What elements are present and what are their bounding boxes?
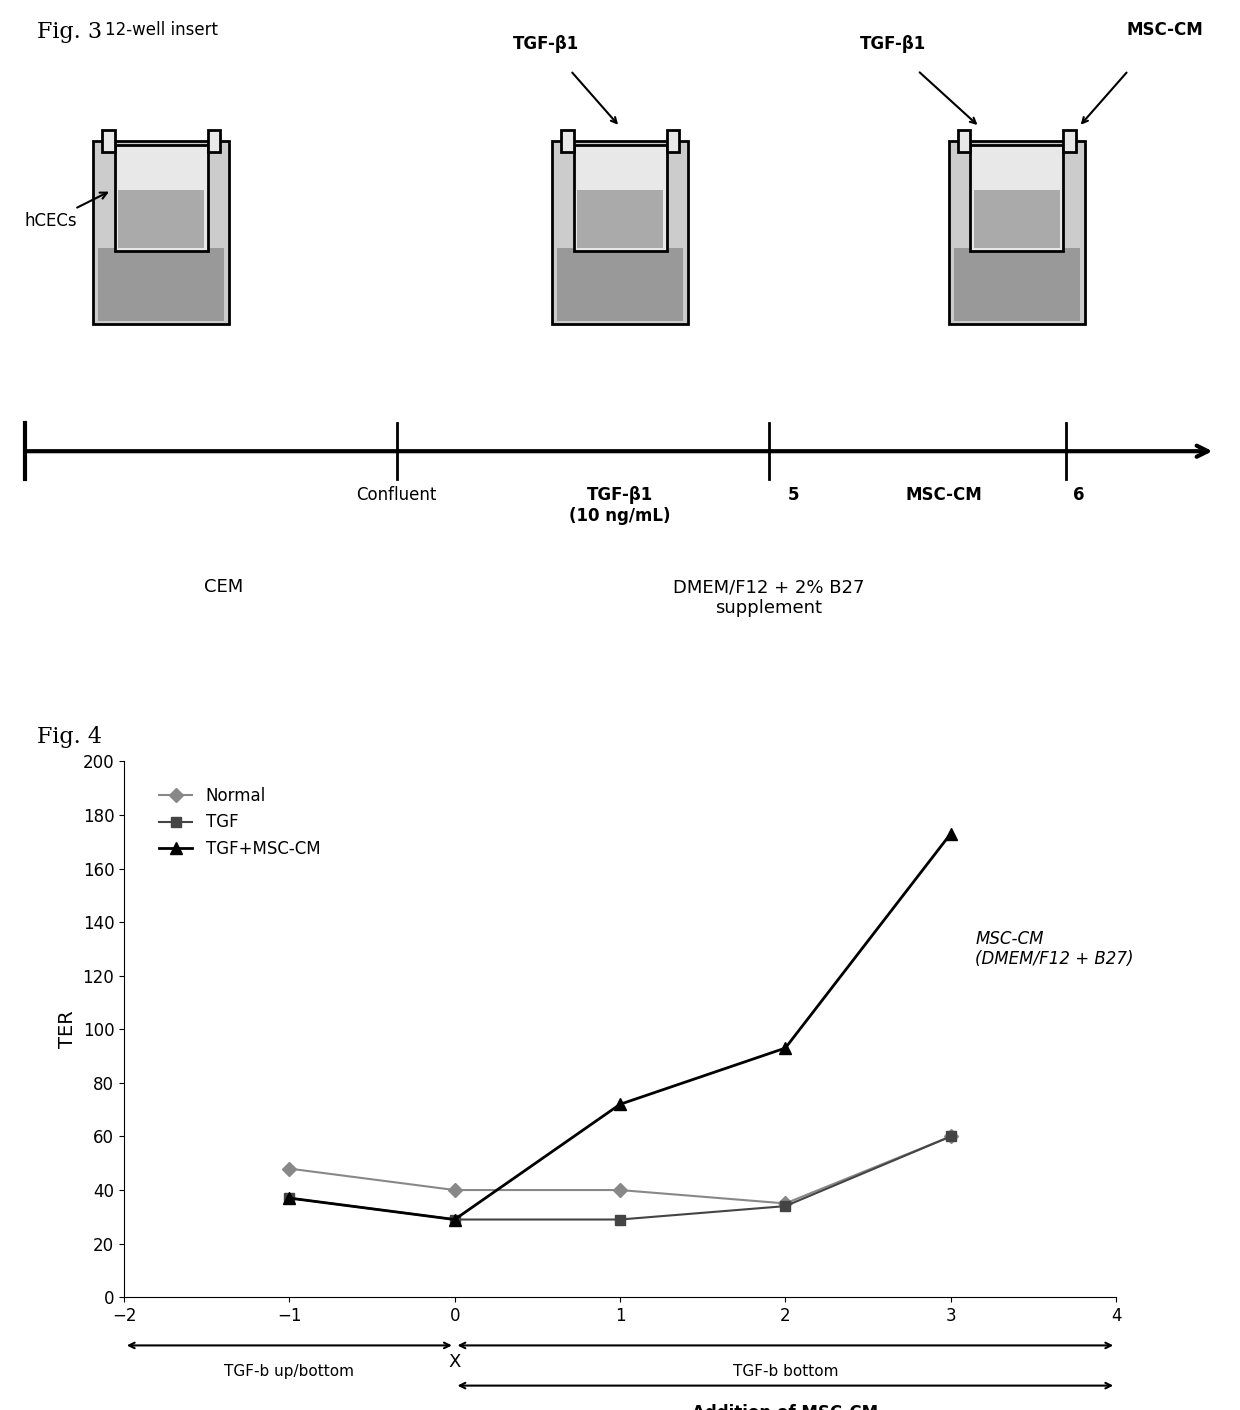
TGF+MSC-CM bbox=[281, 1190, 296, 1207]
Bar bbox=[114, 145, 207, 251]
Text: Addition of MSC-CM: Addition of MSC-CM bbox=[692, 1404, 878, 1410]
Text: 6: 6 bbox=[1073, 486, 1085, 505]
TGF+MSC-CM bbox=[777, 1039, 792, 1056]
Bar bbox=[98, 248, 224, 321]
TGF+MSC-CM bbox=[613, 1096, 627, 1112]
Line: TGF: TGF bbox=[284, 1132, 956, 1224]
Line: TGF+MSC-CM: TGF+MSC-CM bbox=[283, 828, 957, 1225]
TGF bbox=[613, 1211, 627, 1228]
Text: TGF-β1: TGF-β1 bbox=[859, 35, 926, 54]
Bar bbox=[102, 130, 114, 151]
Text: hCECs: hCECs bbox=[25, 193, 107, 230]
Normal bbox=[281, 1160, 296, 1177]
Bar bbox=[552, 141, 688, 324]
Legend: Normal, TGF, TGF+MSC-CM: Normal, TGF, TGF+MSC-CM bbox=[153, 781, 327, 864]
Bar bbox=[93, 141, 229, 324]
Normal bbox=[613, 1182, 627, 1198]
TGF bbox=[944, 1128, 959, 1145]
Text: TGF-β1
(10 ng/mL): TGF-β1 (10 ng/mL) bbox=[569, 486, 671, 526]
Bar bbox=[1063, 130, 1076, 151]
Text: TGF-β1: TGF-β1 bbox=[512, 35, 579, 54]
Text: MSC-CM: MSC-CM bbox=[1126, 21, 1203, 39]
Bar bbox=[560, 130, 573, 151]
Text: TGF-b bottom: TGF-b bottom bbox=[733, 1365, 838, 1379]
Bar bbox=[954, 248, 1080, 321]
Text: TGF-b up/bottom: TGF-b up/bottom bbox=[224, 1365, 355, 1379]
Bar bbox=[578, 190, 662, 248]
Text: 5: 5 bbox=[787, 486, 800, 505]
Bar bbox=[573, 145, 667, 251]
Normal bbox=[448, 1182, 463, 1198]
Bar bbox=[949, 141, 1085, 324]
Bar bbox=[975, 190, 1059, 248]
Text: X: X bbox=[449, 1354, 461, 1372]
Line: Normal: Normal bbox=[284, 1132, 956, 1208]
TGF bbox=[777, 1197, 792, 1214]
Bar bbox=[667, 130, 680, 151]
TGF bbox=[448, 1211, 463, 1228]
Text: DMEM/F12 + 2% B27
supplement: DMEM/F12 + 2% B27 supplement bbox=[673, 578, 864, 618]
Text: Confluent: Confluent bbox=[357, 486, 436, 505]
Text: 12-well insert: 12-well insert bbox=[104, 21, 218, 39]
Bar bbox=[208, 130, 221, 151]
Bar bbox=[557, 248, 683, 321]
Bar bbox=[119, 190, 203, 248]
Normal bbox=[944, 1128, 959, 1145]
Bar bbox=[957, 130, 970, 151]
TGF+MSC-CM bbox=[944, 825, 959, 842]
TGF bbox=[281, 1190, 296, 1207]
TGF+MSC-CM bbox=[448, 1211, 463, 1228]
Text: MSC-CM
(DMEM/F12 + B27): MSC-CM (DMEM/F12 + B27) bbox=[976, 929, 1133, 969]
Normal bbox=[777, 1194, 792, 1211]
Bar bbox=[970, 145, 1063, 251]
Text: Fig. 4: Fig. 4 bbox=[37, 726, 102, 749]
Y-axis label: TER: TER bbox=[58, 1011, 77, 1048]
Text: CEM: CEM bbox=[203, 578, 243, 596]
Text: MSC-CM: MSC-CM bbox=[905, 486, 982, 505]
Text: Fig. 3: Fig. 3 bbox=[37, 21, 103, 44]
